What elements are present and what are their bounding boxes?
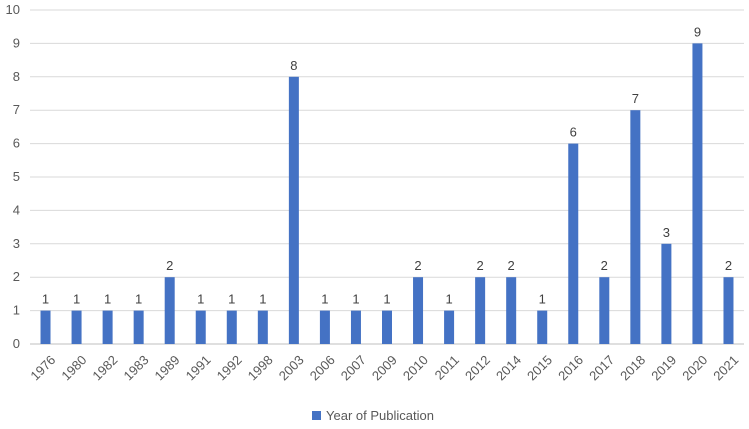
bar-2009 xyxy=(382,310,392,344)
x-tick-label: 2011 xyxy=(432,352,462,382)
x-tick-label: 2020 xyxy=(679,352,710,383)
x-tick-label: 2014 xyxy=(493,352,524,383)
data-label-2010: 2 xyxy=(414,258,421,273)
legend-label: Year of Publication xyxy=(326,408,434,423)
x-tick-label: 1982 xyxy=(89,352,120,383)
data-label-1991: 1 xyxy=(197,292,204,307)
legend: Year of Publication xyxy=(312,408,434,423)
bar-1980 xyxy=(71,310,82,344)
bar-2020 xyxy=(692,43,703,345)
bar-2019 xyxy=(661,243,672,344)
bar-2011 xyxy=(444,310,455,344)
data-label-1998: 1 xyxy=(259,292,266,307)
y-tick-label: 3 xyxy=(13,236,20,251)
y-tick-label: 2 xyxy=(13,269,20,284)
x-tick-label: 1998 xyxy=(245,352,276,383)
legend-swatch xyxy=(312,411,321,420)
bar-1982 xyxy=(102,310,113,344)
x-tick-label: 2017 xyxy=(586,352,617,383)
x-tick-label: 2009 xyxy=(369,352,400,383)
y-tick-label: 1 xyxy=(13,303,20,318)
bar-2017 xyxy=(599,277,610,344)
x-tick-label: 2003 xyxy=(276,352,307,383)
x-tick-label: 1992 xyxy=(214,352,245,383)
data-label-2015: 1 xyxy=(539,292,546,307)
bar-2003 xyxy=(288,76,299,345)
y-tick-label: 8 xyxy=(13,69,20,84)
x-tick-label: 2021 xyxy=(710,352,741,383)
x-tick-label: 1983 xyxy=(120,352,151,383)
y-tick-label: 7 xyxy=(13,102,20,117)
x-tick-label: 2016 xyxy=(555,352,586,383)
data-label-2018: 7 xyxy=(632,91,639,106)
bar-2007 xyxy=(350,310,361,344)
x-tick-label: 2007 xyxy=(338,352,369,383)
bar-1991 xyxy=(195,310,206,344)
x-tick-label: 2019 xyxy=(648,352,679,383)
data-label-2003: 8 xyxy=(290,58,297,73)
data-label-2011: 1 xyxy=(445,292,452,307)
data-label-2012: 2 xyxy=(477,258,484,273)
y-tick-label: 6 xyxy=(13,136,20,151)
data-labels: 1 1 1 1 2 1 1 1 8 1 1 1 2 1 2 2 1 6 2 7 3 9 2 xyxy=(42,24,732,306)
bar-2014 xyxy=(506,277,517,344)
bar-1998 xyxy=(257,310,268,344)
x-tick-label: 1989 xyxy=(152,352,183,383)
data-label-2006: 1 xyxy=(321,292,328,307)
data-label-1980: 1 xyxy=(73,292,80,307)
bar-2006 xyxy=(319,310,330,344)
x-tick-label: 2015 xyxy=(524,352,555,383)
y-tick-label: 9 xyxy=(13,35,20,50)
bar-2010 xyxy=(413,277,424,344)
bar-2015 xyxy=(537,310,548,344)
data-label-2009: 1 xyxy=(383,292,390,307)
bar-2018 xyxy=(630,110,641,344)
x-tick-label: 1980 xyxy=(58,352,89,383)
y-tick-label: 0 xyxy=(13,336,20,351)
bar-1976 xyxy=(40,310,51,344)
data-label-2020: 9 xyxy=(694,24,701,39)
x-axis-ticks: 1976 1980 1982 1983 1989 1991 1992 1998 2003 2006… xyxy=(27,352,741,383)
data-label-2017: 2 xyxy=(601,258,608,273)
gridlines xyxy=(30,9,744,345)
data-label-2016: 6 xyxy=(570,125,577,140)
bar-2021 xyxy=(723,277,734,344)
y-tick-label: 5 xyxy=(13,169,20,184)
data-label-1982: 1 xyxy=(104,292,111,307)
data-label-2007: 1 xyxy=(352,292,359,307)
data-label-1992: 1 xyxy=(228,292,235,307)
bars xyxy=(40,43,734,345)
bar-1989 xyxy=(164,277,175,344)
data-label-2019: 3 xyxy=(663,225,670,240)
data-label-2014: 2 xyxy=(508,258,515,273)
data-label-2021: 2 xyxy=(725,258,732,273)
x-tick-label: 2018 xyxy=(617,352,648,383)
x-tick-label: 2012 xyxy=(462,352,493,383)
x-tick-label: 1976 xyxy=(27,352,58,383)
data-label-1989: 2 xyxy=(166,258,173,273)
bar-2012 xyxy=(475,277,486,344)
data-label-1983: 1 xyxy=(135,292,142,307)
y-tick-label: 10 xyxy=(6,2,20,17)
x-tick-label: 1991 xyxy=(183,352,214,383)
bar-2016 xyxy=(568,143,579,344)
x-tick-label: 2006 xyxy=(307,352,338,383)
y-tick-label: 4 xyxy=(13,202,20,217)
y-axis-ticks: 0 1 2 3 4 5 6 7 8 9 10 xyxy=(6,2,20,351)
bar-1992 xyxy=(226,310,237,344)
data-label-1976: 1 xyxy=(42,292,49,307)
x-tick-label: 2010 xyxy=(400,352,431,383)
bar-1983 xyxy=(133,310,144,344)
